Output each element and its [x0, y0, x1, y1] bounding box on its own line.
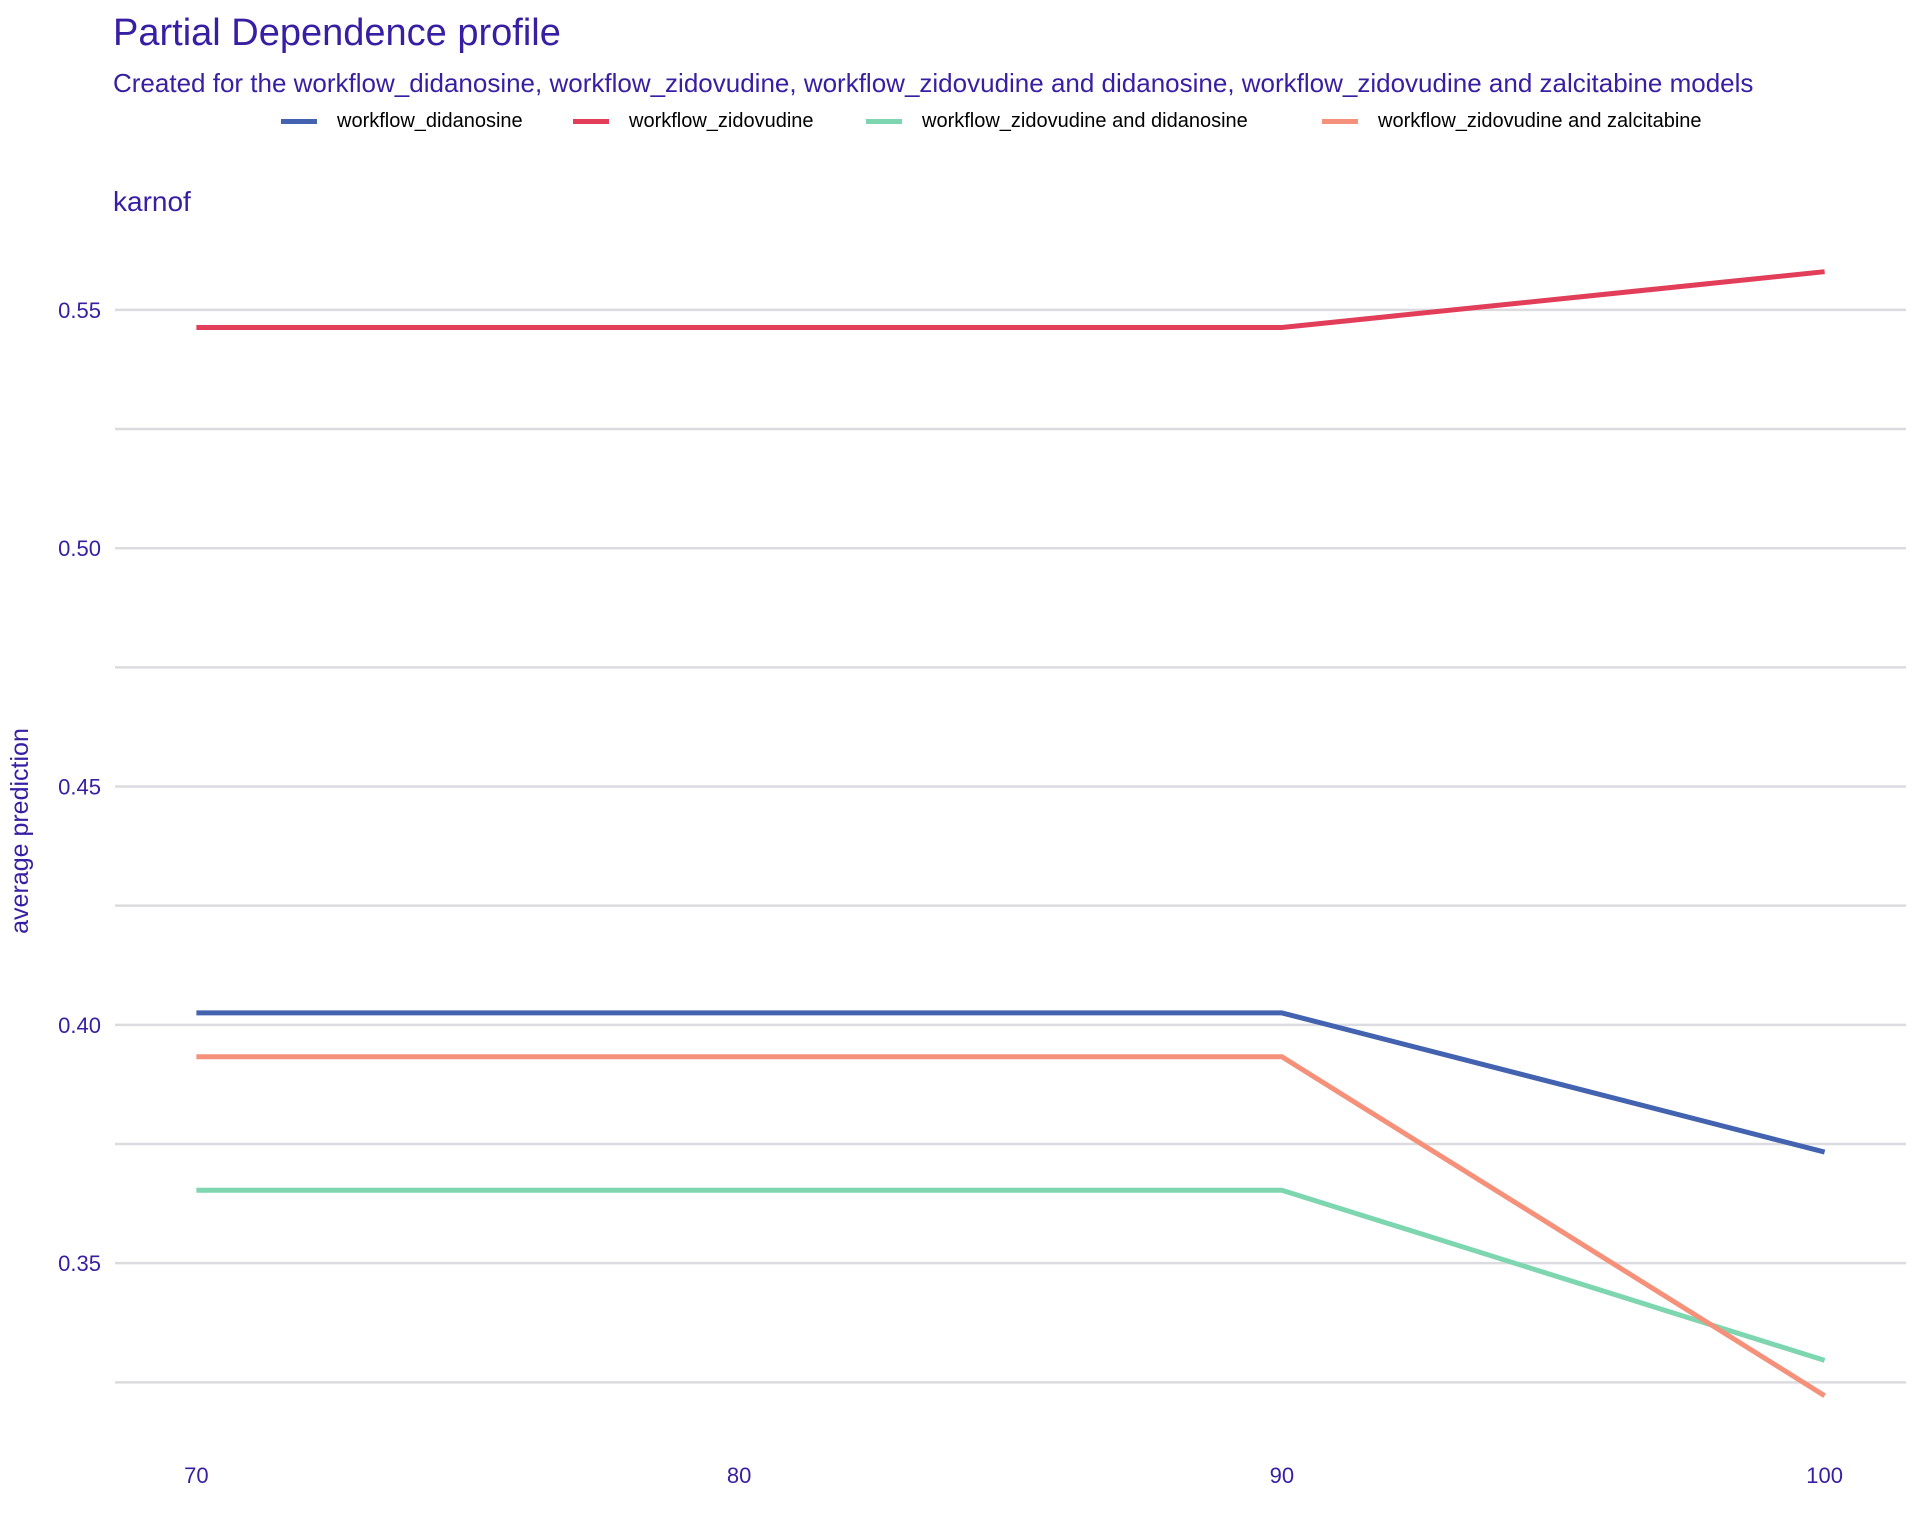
legend-swatch	[866, 118, 902, 124]
series-lines	[196, 269, 1826, 1398]
y-tick-label: 0.40	[58, 1013, 101, 1038]
x-tick-label: 100	[1806, 1463, 1843, 1488]
y-tick-label: 0.55	[58, 298, 101, 323]
legend-label: workflow_zidovudine and didanosine	[922, 109, 1248, 132]
x-tick-label: 90	[1270, 1463, 1294, 1488]
legend-swatch	[573, 118, 609, 124]
legend-item-workflow-didanosine: workflow_didanosine	[281, 106, 523, 136]
legend-item-workflow-zidovudine-and-didanosine: workflow_zidovudine and didanosine	[866, 106, 1248, 136]
chart-title: Partial Dependence profile	[113, 12, 561, 54]
legend-label: workflow_zidovudine	[629, 109, 814, 132]
y-axis-ticks: 0.35 0.40 0.45 0.50 0.55	[58, 298, 101, 1276]
legend-swatch	[1322, 118, 1358, 124]
series-line-workflow_zidovudine-and-zalcitabine	[196, 1054, 1826, 1398]
facet-label: karnof	[113, 186, 191, 217]
gridlines	[115, 308, 1906, 1384]
series-line-workflow_zidovudine-and-didanosine	[196, 1187, 1826, 1363]
y-tick-label: 0.35	[58, 1251, 101, 1276]
x-tick-label: 80	[727, 1463, 751, 1488]
legend-item-workflow-zidovudine-and-zalcitabine: workflow_zidovudine and zalcitabine	[1322, 106, 1702, 136]
legend-swatch	[281, 118, 317, 124]
chart-subtitle: Created for the workflow_didanosine, wor…	[113, 68, 1754, 98]
series-line-workflow_didanosine	[196, 1010, 1826, 1155]
y-tick-label: 0.50	[58, 536, 101, 561]
legend-label: workflow_didanosine	[337, 109, 523, 132]
legend-label: workflow_zidovudine and zalcitabine	[1378, 109, 1702, 132]
series-line-workflow_zidovudine	[196, 269, 1825, 330]
legend: workflow_didanosine workflow_zidovudine …	[0, 106, 1920, 136]
x-axis-ticks: 70 80 90 100	[184, 1463, 1843, 1488]
legend-item-workflow-zidovudine: workflow_zidovudine	[573, 106, 814, 136]
y-axis-label: average prediction	[6, 728, 34, 934]
x-tick-label: 70	[184, 1463, 208, 1488]
y-tick-label: 0.45	[58, 775, 101, 800]
